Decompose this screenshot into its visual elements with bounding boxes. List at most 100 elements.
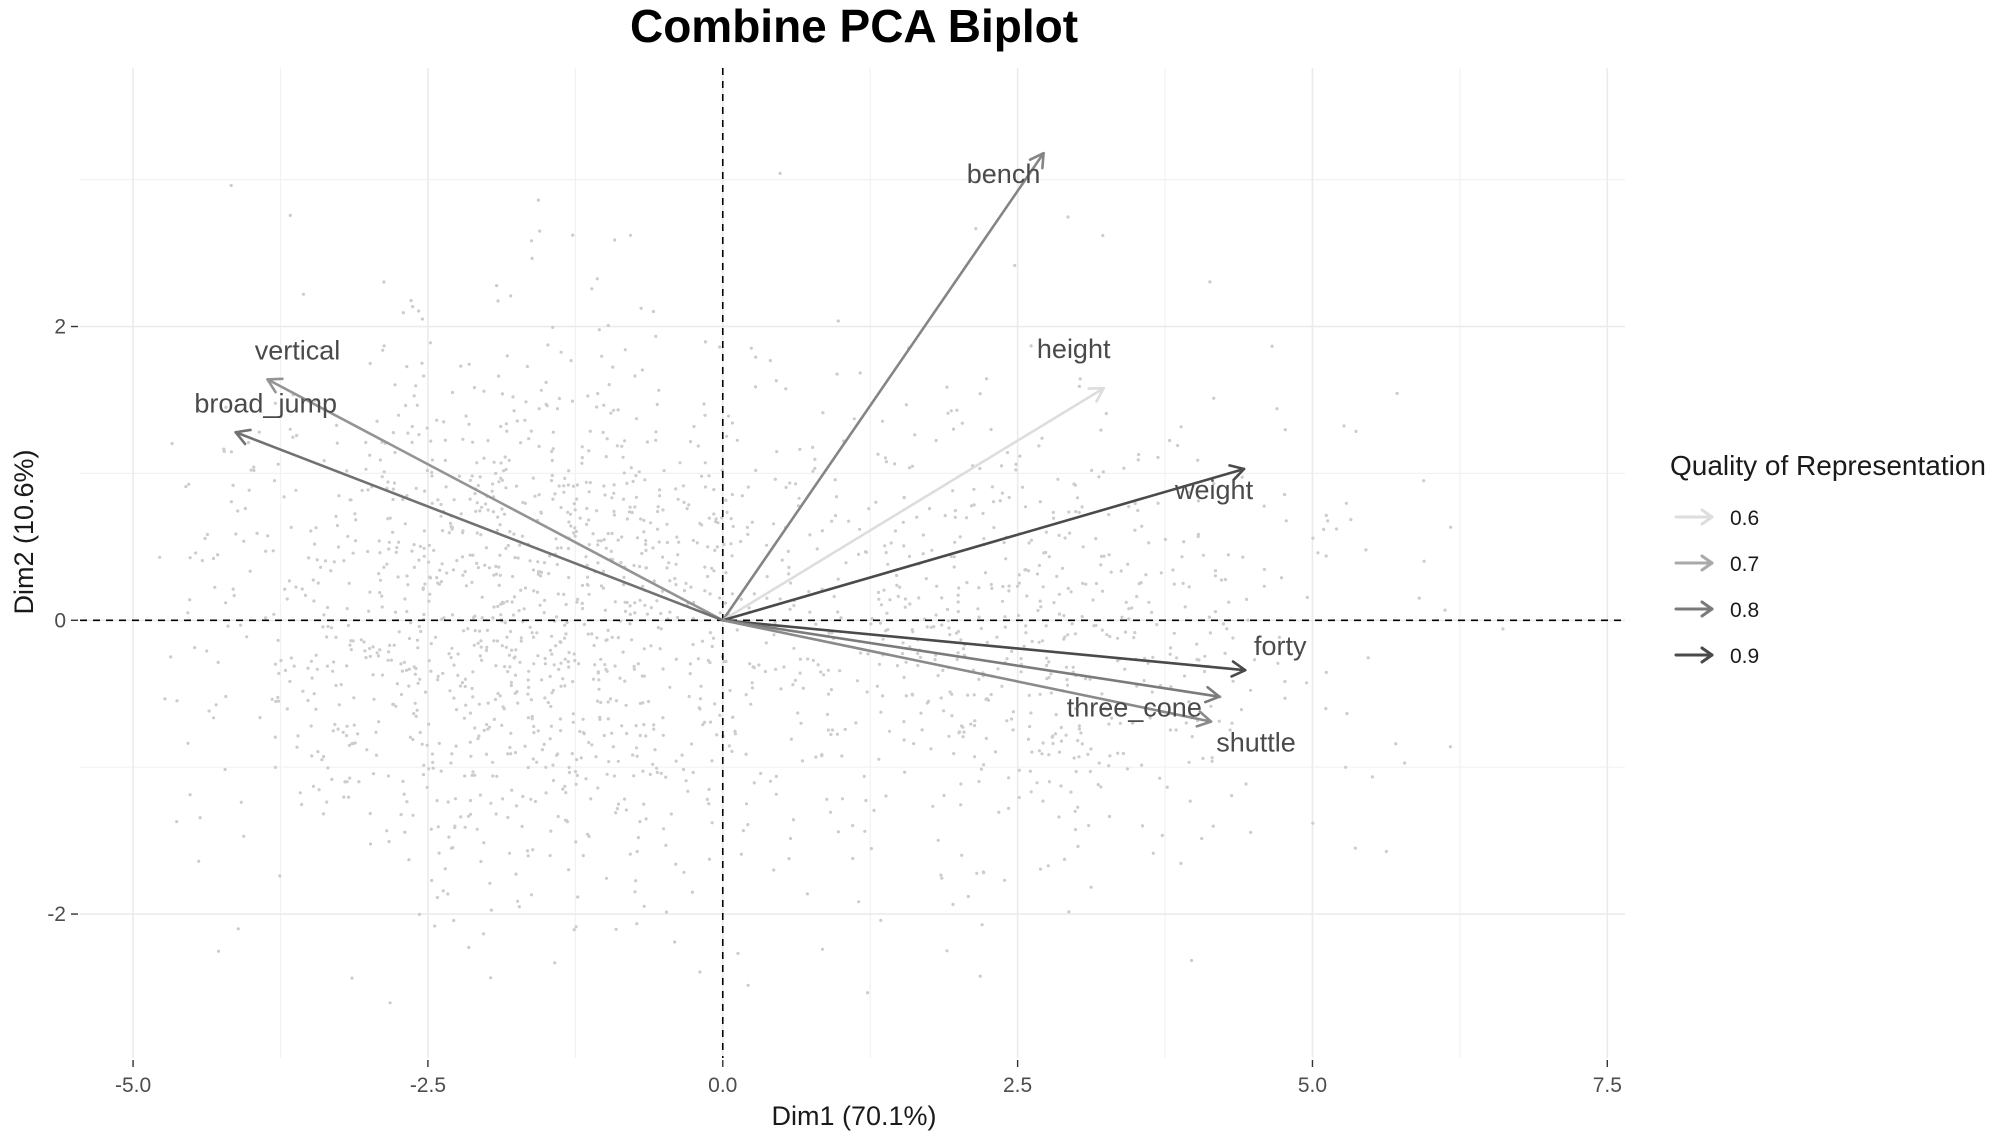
individual-point <box>396 575 400 579</box>
individual-point <box>977 586 981 590</box>
x-tick-label: -5.0 <box>115 1074 151 1097</box>
individual-point <box>1015 584 1020 588</box>
individual-point <box>563 623 567 627</box>
individual-point <box>951 902 955 907</box>
individual-point <box>375 419 379 423</box>
individual-point <box>312 692 316 696</box>
individual-point <box>439 502 443 507</box>
individual-point <box>431 760 435 765</box>
individual-point <box>1116 751 1120 755</box>
individual-point <box>382 470 386 474</box>
individual-point <box>484 502 488 506</box>
x-tick-label: 2.5 <box>1003 1074 1032 1097</box>
individual-point <box>1212 396 1216 400</box>
individual-point <box>429 669 433 673</box>
individual-point <box>978 974 982 978</box>
individual-point <box>613 664 617 668</box>
individual-point <box>884 629 888 633</box>
individual-point <box>702 720 707 725</box>
individual-point <box>1088 677 1092 681</box>
individual-point <box>418 677 422 681</box>
individual-point <box>1174 728 1178 732</box>
individual-point <box>450 613 455 617</box>
individual-point <box>587 490 591 494</box>
individual-point <box>402 792 406 796</box>
individual-point <box>285 707 289 711</box>
individual-point <box>784 485 788 489</box>
individual-point <box>452 498 456 502</box>
individual-point <box>1334 527 1339 531</box>
individual-point <box>939 873 943 877</box>
individual-point <box>843 727 847 732</box>
individual-point <box>596 543 600 547</box>
individual-point <box>187 482 191 486</box>
individual-point <box>475 501 479 505</box>
individual-point <box>867 507 871 511</box>
individual-point <box>555 546 560 550</box>
individual-point <box>246 440 251 445</box>
individual-point <box>796 504 801 508</box>
individual-point <box>701 723 705 727</box>
variable-label-vertical: vertical <box>255 335 341 365</box>
individual-point <box>628 604 632 608</box>
individual-point <box>571 720 575 724</box>
individual-point <box>500 644 504 648</box>
individual-point <box>257 430 261 434</box>
individual-point <box>819 670 823 674</box>
individual-point <box>1003 615 1007 619</box>
individual-point <box>772 522 776 526</box>
individual-point <box>530 631 534 635</box>
individual-point <box>288 427 292 431</box>
individual-point <box>879 710 883 714</box>
individual-point <box>494 572 498 576</box>
individual-point <box>559 684 563 688</box>
individual-point <box>283 668 288 673</box>
individual-point <box>644 548 648 553</box>
individual-point <box>1179 425 1183 429</box>
individual-point <box>1010 649 1014 654</box>
individual-point <box>478 654 482 658</box>
individual-point <box>224 694 228 699</box>
x-tick-label: 7.5 <box>1593 1074 1622 1097</box>
individual-point <box>961 735 965 739</box>
individual-point <box>391 431 395 435</box>
individual-point <box>884 551 888 555</box>
individual-point <box>531 635 536 639</box>
individual-point <box>419 629 423 634</box>
individual-point <box>223 767 227 772</box>
individual-point <box>1024 624 1028 628</box>
individual-point <box>252 465 256 469</box>
individual-point <box>436 498 440 502</box>
individual-point <box>725 510 729 514</box>
individual-point <box>334 683 338 688</box>
individual-point <box>794 482 798 486</box>
individual-point <box>856 552 861 557</box>
legend-entry: 0.6 <box>1674 507 1759 530</box>
individual-point <box>940 623 944 627</box>
individual-point <box>630 510 634 515</box>
individual-point <box>385 562 389 566</box>
individual-point <box>916 663 920 668</box>
individual-point <box>1057 815 1061 819</box>
individual-point <box>460 681 465 685</box>
individual-point <box>194 551 198 555</box>
individual-point <box>587 518 591 522</box>
individual-point <box>927 507 932 511</box>
individual-point <box>1151 655 1155 660</box>
individual-point <box>282 495 286 499</box>
individual-point <box>684 581 688 586</box>
individual-point <box>1212 482 1216 486</box>
individual-point <box>420 742 424 746</box>
individual-point <box>591 532 595 536</box>
individual-point <box>457 474 461 478</box>
individual-point <box>558 717 563 721</box>
individual-point <box>623 797 627 801</box>
individual-point <box>567 765 571 770</box>
individual-point <box>392 481 397 485</box>
individual-point <box>435 799 439 803</box>
individual-point <box>642 802 646 806</box>
individual-point <box>678 461 682 465</box>
individual-point <box>895 664 900 668</box>
individual-point <box>1195 657 1199 662</box>
individual-point <box>551 430 555 434</box>
